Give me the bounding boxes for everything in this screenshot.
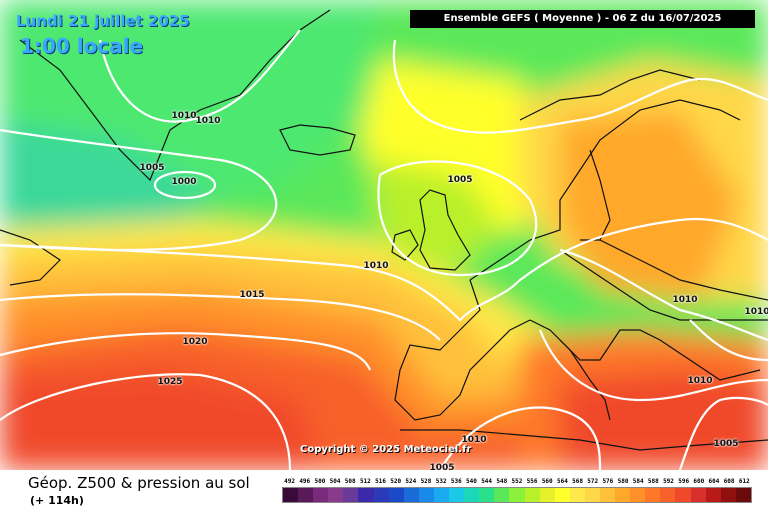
scale-value: 552 [511,478,523,485]
scale-swatch [433,488,450,502]
color-scale-bar [282,487,752,503]
isobar-label: 1020 [182,337,208,347]
weather-map [0,0,768,470]
scale-value: 572 [587,478,599,485]
scale-value: 556 [526,478,538,485]
scale-value: 600 [693,478,705,485]
isobar-label: 1005 [139,163,165,173]
scale-swatch [328,488,344,502]
scale-value: 528 [420,478,432,485]
scale-value: 576 [602,478,614,485]
scale-value: 504 [329,478,341,485]
scale-swatch [660,488,676,502]
isobar-label: 1010 [461,435,487,445]
isobar-label: 1010 [687,376,713,386]
scale-swatch [479,488,495,502]
scale-value: 588 [647,478,659,485]
color-scale: 492 496 500 504 508 512 516 520 524 528 532 536 540 5… [282,478,752,503]
scale-value: 592 [663,478,674,485]
isobars [0,29,768,470]
scale-value: 496 [299,478,311,485]
isobar-label: 1010 [744,307,768,317]
scale-swatch [524,488,540,502]
scale-swatch [615,488,631,502]
isobar-label: 1005 [713,439,739,449]
scale-swatch [403,488,419,502]
isobar-label: 1005 [447,175,473,185]
isobar-label: 1005 [429,463,455,473]
scale-value: 500 [314,478,326,485]
map-legend-footer: Géop. Z500 & pression au sol (+ 114h) 49… [0,470,768,512]
scale-swatch [735,488,751,502]
scale-value: 508 [344,478,356,485]
scale-value: 540 [466,478,477,485]
isobar-label: 1000 [171,177,197,187]
forecast-lead-time: (+ 114h) [30,494,84,507]
scale-swatch [313,488,329,502]
scale-swatch [690,488,706,502]
scale-swatch [554,488,570,502]
scale-value: 564 [556,478,568,485]
scale-swatch [283,488,299,502]
isobar-label: 1010 [672,295,698,305]
scale-value: 524 [405,478,417,485]
scale-value: 536 [450,478,462,485]
scale-value: 548 [496,478,508,485]
scale-swatch [675,488,691,502]
scale-swatch [388,488,404,502]
forecast-time: 1:00 locale [20,34,144,58]
scale-value: 544 [481,478,493,485]
scale-swatch [418,488,434,502]
scale-swatch [464,488,480,502]
color-scale-labels: 492 496 500 504 508 512 516 520 524 528 532 536 540 5… [282,478,752,485]
scale-value: 584 [632,478,644,485]
scale-value: 560 [541,478,553,485]
scale-swatch [705,488,721,502]
scale-value: 596 [678,478,690,485]
scale-swatch [539,488,555,502]
scale-value: 608 [723,478,735,485]
scale-swatch [599,488,616,502]
scale-value: 568 [572,478,583,485]
model-run-header: Ensemble GEFS ( Moyenne ) - 06 Z du 16/0… [410,10,755,28]
scale-value: 532 [435,478,447,485]
scale-value: 516 [375,478,386,485]
scale-swatch [298,488,314,502]
scale-swatch [494,488,510,502]
scale-swatch [569,488,585,502]
isobar-label: 1010 [363,261,389,271]
scale-value: 580 [617,478,629,485]
scale-swatch [358,488,374,502]
scale-swatch [645,488,661,502]
scale-swatch [630,488,646,502]
isobar-label: 1015 [239,290,265,300]
scale-value: 512 [359,478,371,485]
scale-value: 492 [284,478,295,485]
isobar-label: 1010 [195,116,221,126]
isobar-label: 1025 [157,377,183,387]
scale-value: 612 [738,478,750,485]
isobar-label: 1010 [171,111,197,121]
scale-swatch [720,488,736,502]
scale-swatch [584,488,600,502]
copyright-text: Copyright © 2025 Meteociel.fr [300,444,472,455]
forecast-date: Lundi 21 juillet 2025 [16,12,190,30]
scale-swatch [373,488,389,502]
scale-swatch [449,488,465,502]
scale-value: 520 [390,478,402,485]
scale-value: 604 [708,478,720,485]
map-title: Géop. Z500 & pression au sol [28,474,250,492]
scale-swatch [509,488,525,502]
scale-swatch [343,488,359,502]
